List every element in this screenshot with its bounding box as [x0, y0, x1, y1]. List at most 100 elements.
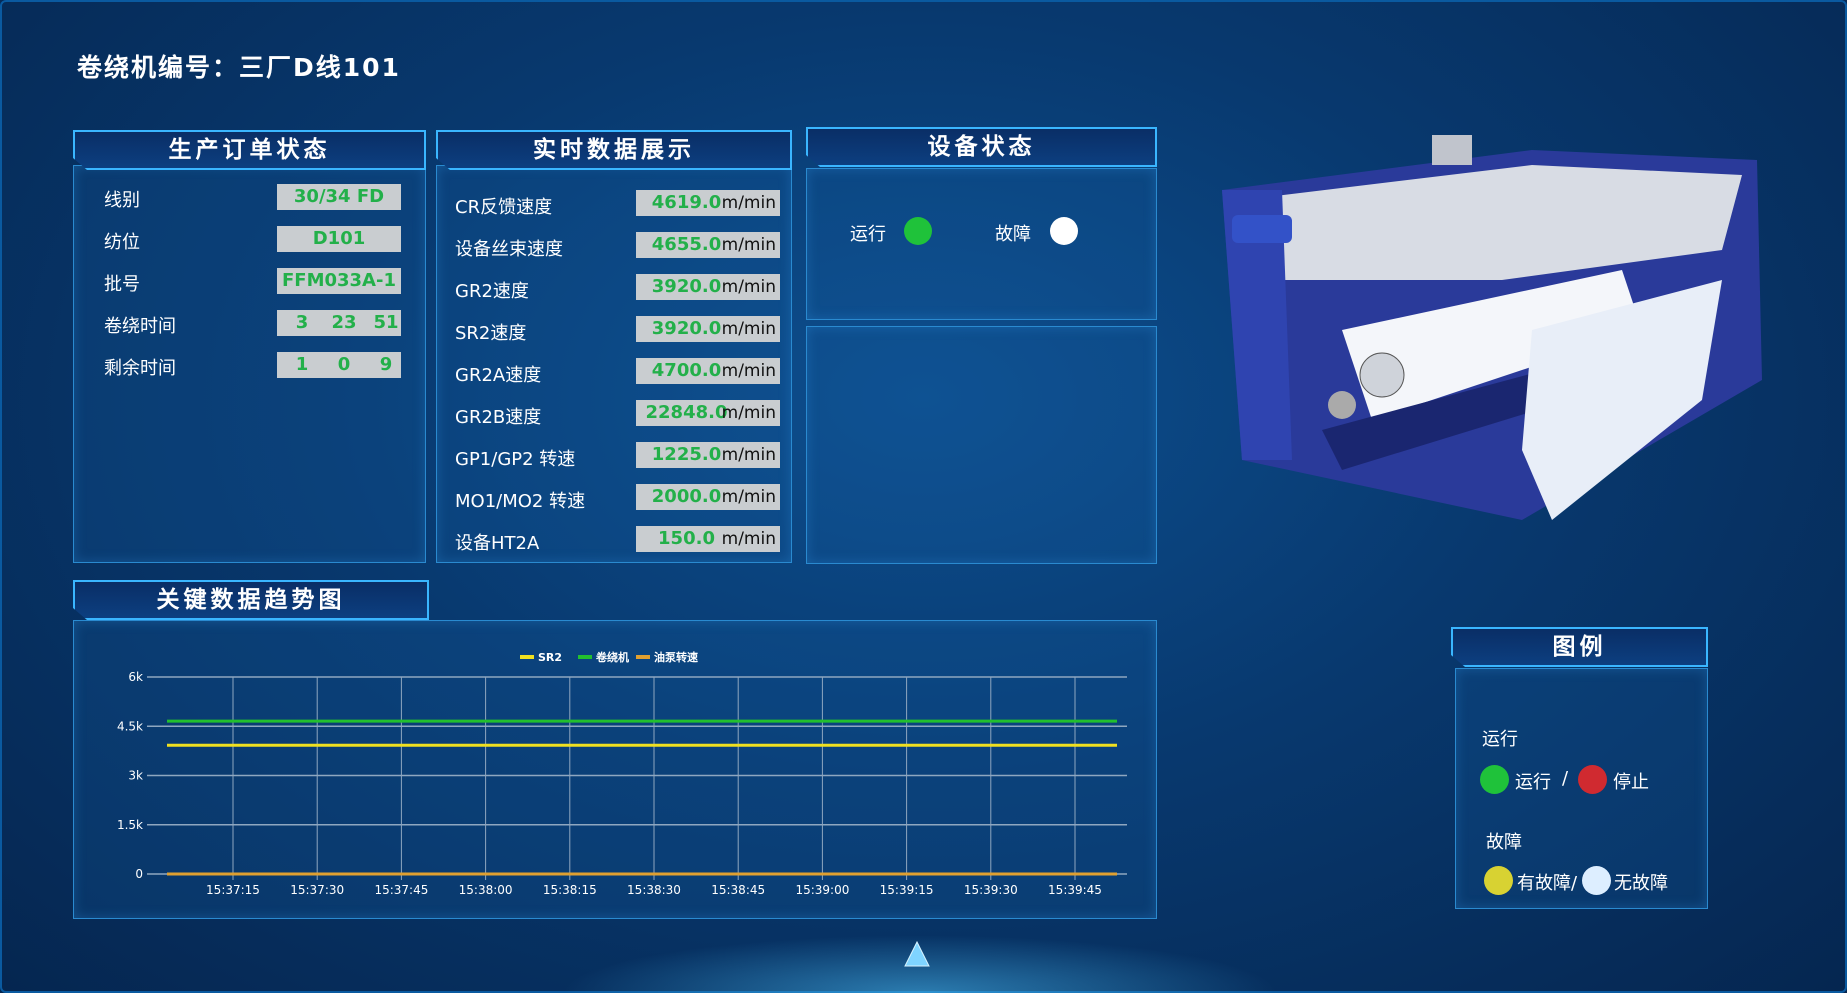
trend-chart-title: 关键数据趋势图 [73, 580, 429, 620]
realtime-field-value: 2000.0 m/min [636, 484, 780, 510]
order-field-label: 纺位 [104, 232, 140, 253]
legend-separator: / [1562, 768, 1569, 789]
realtime-field-label: GR2A速度 [455, 365, 542, 386]
legend-run-heading: 运行 [1482, 729, 1518, 750]
x-tick-label: 15:38:30 [627, 883, 681, 897]
x-tick-label: 15:39:15 [880, 883, 934, 897]
legend-fault-heading: 故障 [1486, 832, 1522, 853]
time-part: 51 [373, 312, 399, 333]
realtime-value: 3920.0 [651, 276, 722, 297]
realtime-value: 4619.0 [651, 192, 722, 213]
order-field-label: 剩余时间 [104, 358, 176, 379]
realtime-panel-title: 实时数据展示 [436, 130, 792, 170]
realtime-field-value: 1225.0 m/min [636, 442, 780, 468]
legend-fault-yes-label: 有故障/ [1517, 873, 1578, 894]
legend-label: 卷绕机 [595, 650, 629, 664]
realtime-unit: m/min [721, 319, 776, 339]
realtime-unit: m/min [721, 361, 776, 381]
realtime-value: 4655.0 [651, 234, 722, 255]
realtime-field-label: 设备丝束速度 [455, 239, 563, 260]
page-title: 卷绕机编号：三厂D线101 [77, 53, 401, 82]
realtime-field-label: SR2速度 [455, 323, 527, 344]
run-status-indicator [904, 217, 932, 245]
realtime-field-label: GP1/GP2 转速 [455, 449, 576, 470]
x-tick-label: 15:39:45 [1048, 883, 1102, 897]
realtime-field-value: 3920.0 m/min [636, 274, 780, 300]
realtime-field-label: 设备HT2A [455, 533, 540, 554]
legend-fault-no-label: 无故障 [1614, 873, 1668, 894]
realtime-field-label: GR2速度 [455, 281, 529, 302]
trend-chart-panel [73, 620, 1157, 919]
legend-fault-yes-dot [1484, 866, 1513, 895]
order-field-label: 卷绕时间 [104, 316, 176, 337]
x-tick-label: 15:38:45 [711, 883, 765, 897]
order-field-value: 1 0 9 [277, 352, 401, 378]
x-tick-label: 15:37:45 [374, 883, 428, 897]
realtime-unit: m/min [721, 445, 776, 465]
winder-machine-image [1222, 135, 1762, 520]
legend-run-off-dot [1578, 765, 1607, 794]
order-panel-title: 生产订单状态 [73, 130, 426, 170]
expand-up-arrow-icon[interactable] [903, 940, 931, 968]
order-field-label: 线别 [104, 190, 140, 211]
legend-swatch [578, 655, 592, 659]
order-field-value: FFM033A-1 [277, 268, 401, 294]
run-status-label: 运行 [850, 224, 886, 245]
legend-run-off-label: 停止 [1613, 772, 1649, 793]
status-panel-title: 设备状态 [806, 127, 1157, 167]
realtime-unit: m/min [721, 277, 776, 297]
realtime-unit: m/min [721, 235, 776, 255]
x-tick-label: 15:39:00 [795, 883, 849, 897]
realtime-field-value: 4619.0 m/min [636, 190, 780, 216]
legend-fault-no-dot [1582, 866, 1611, 895]
order-field-value: 30/34 FD [277, 184, 401, 210]
time-part: 23 [331, 312, 357, 333]
y-tick-label: 4.5k [117, 719, 143, 733]
realtime-unit: m/min [721, 193, 776, 213]
realtime-field-label: GR2B速度 [455, 407, 542, 428]
realtime-value: 22848.0 [645, 402, 728, 423]
realtime-value: 3920.0 [651, 318, 722, 339]
realtime-field-value: 22848.0 m/min [636, 400, 780, 426]
realtime-field-label: CR反馈速度 [455, 197, 553, 218]
x-tick-label: 15:38:00 [459, 883, 513, 897]
realtime-field-value: 150.0 m/min [636, 526, 780, 552]
realtime-field-value: 4700.0 m/min [636, 358, 780, 384]
y-tick-label: 6k [128, 670, 143, 684]
realtime-value: 4700.0 [651, 360, 722, 381]
y-tick-label: 0 [135, 867, 143, 881]
fault-status-label: 故障 [995, 224, 1031, 245]
status-panel-lower [806, 326, 1157, 564]
legend-panel-title: 图例 [1451, 627, 1708, 667]
realtime-value: 1225.0 [651, 444, 722, 465]
y-tick-label: 1.5k [117, 818, 143, 832]
x-tick-label: 15:38:15 [543, 883, 597, 897]
realtime-field-value: 4655.0 m/min [636, 232, 780, 258]
legend-swatch [520, 655, 534, 659]
legend-label: SR2 [538, 651, 562, 664]
realtime-unit: m/min [721, 529, 776, 549]
legend-label: 油泵转速 [654, 650, 698, 664]
order-field-value: 3 23 51 [277, 310, 401, 336]
trend-chart: 0 1.5k 3k 4.5k 6k 15:37:15 15:37:30 15:37:45 15:… [117, 650, 1127, 897]
time-part: 1 [295, 354, 309, 375]
realtime-value: 2000.0 [651, 486, 722, 507]
legend-swatch [636, 655, 650, 659]
fault-status-indicator [1050, 217, 1078, 245]
realtime-unit: m/min [721, 403, 776, 423]
order-field-value: D101 [277, 226, 401, 252]
realtime-unit: m/min [721, 487, 776, 507]
status-panel [806, 168, 1157, 320]
legend-run-on-label: 运行 [1515, 772, 1551, 793]
x-tick-label: 15:37:15 [206, 883, 260, 897]
x-tick-label: 15:37:30 [290, 883, 344, 897]
realtime-field-value: 3920.0 m/min [636, 316, 780, 342]
time-part: 3 [295, 312, 309, 333]
time-part: 9 [379, 354, 393, 375]
y-tick-label: 3k [128, 769, 143, 783]
order-field-label: 批号 [104, 274, 140, 295]
time-part: 0 [337, 354, 351, 375]
realtime-value: 150.0 [658, 528, 715, 549]
legend-run-on-dot [1480, 765, 1509, 794]
realtime-field-label: MO1/MO2 转速 [455, 491, 586, 512]
